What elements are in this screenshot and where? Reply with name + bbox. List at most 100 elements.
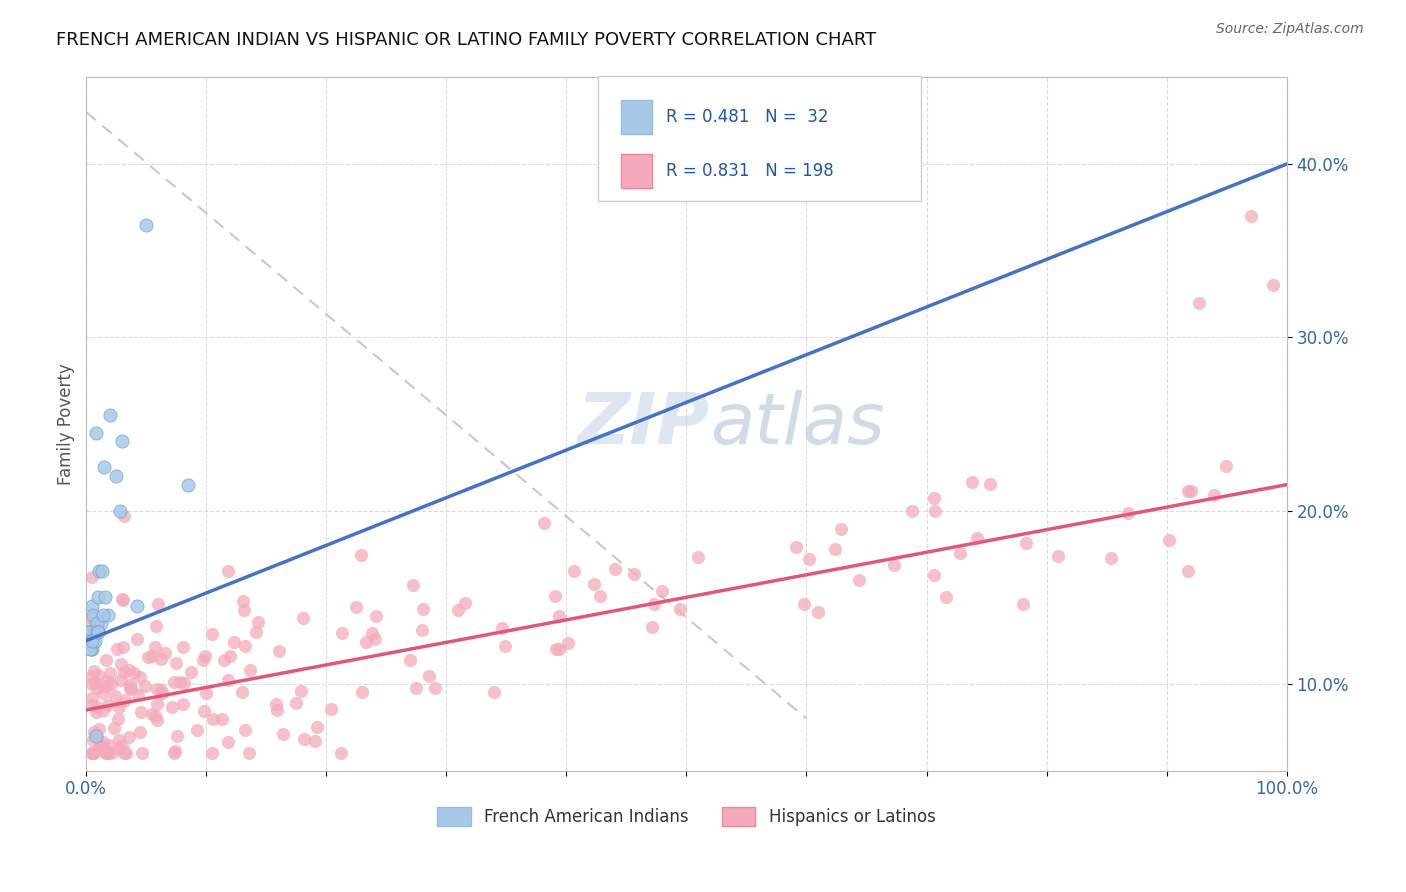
Point [354,635,377,649]
Point [1204,487,1226,501]
Point [141,648,163,663]
Point [94,746,117,760]
Point [100,746,122,760]
Point [120,682,142,697]
Point [623,566,645,581]
Point [125,632,148,646]
Point [150,652,173,666]
Point [163,675,186,690]
Point [350,548,373,562]
Point [186,723,208,738]
Point [83,633,105,648]
Point [96,674,118,689]
Point [105,642,128,657]
Text: R = 0.831   N = 198: R = 0.831 N = 198 [666,161,834,179]
Point [979,477,1001,491]
Point [238,746,260,760]
Point [82,746,104,760]
Point [211,712,233,726]
Point [82,746,104,760]
Point [87,624,110,639]
Point [146,682,169,697]
Point [686,549,709,564]
Point [82,691,104,706]
Point [82,746,104,760]
Point [193,704,215,718]
Point [86,700,108,714]
Point [212,653,235,667]
Point [87,624,110,638]
Point [108,503,131,517]
Text: FRENCH AMERICAN INDIAN VS HISPANIC OR LATINO FAMILY POVERTY CORRELATION CHART: FRENCH AMERICAN INDIAN VS HISPANIC OR LA… [56,31,876,49]
Point [195,686,218,700]
Point [246,615,269,629]
Point [128,670,150,684]
Point [1118,506,1140,520]
Point [103,721,125,735]
Point [557,636,579,650]
Point [93,460,115,475]
Point [304,733,326,747]
Point [90,739,112,754]
Point [108,741,131,756]
Point [1239,209,1261,223]
Point [82,599,104,613]
Point [90,564,112,578]
Y-axis label: Family Poverty: Family Poverty [58,363,75,485]
Point [533,516,555,530]
Point [1215,458,1237,473]
Point [364,632,387,646]
Point [193,648,215,663]
Point [547,641,569,656]
Point [100,676,122,690]
Point [1099,550,1122,565]
Point [924,503,946,517]
Point [960,475,983,489]
Point [222,635,245,649]
Point [94,591,117,605]
Point [1180,483,1202,498]
Point [100,666,122,681]
Point [232,594,254,608]
Point [129,705,152,719]
Point [87,723,110,737]
Point [90,738,112,752]
Point [118,730,141,744]
Point [269,643,291,657]
Point [330,626,353,640]
Point [79,642,101,657]
Text: R = 0.481   N =  32: R = 0.481 N = 32 [666,109,830,127]
Point [217,564,239,578]
Point [330,746,353,760]
Point [180,665,202,679]
Point [418,669,440,683]
Point [110,657,132,671]
Point [589,589,612,603]
Point [83,725,105,739]
Point [494,640,516,654]
Point [233,723,256,737]
Point [266,702,288,716]
Point [966,531,988,545]
Point [111,739,134,753]
Point [86,616,108,631]
Point [402,578,425,592]
Point [150,686,173,700]
Point [84,425,107,440]
Point [218,648,240,663]
Point [305,720,328,734]
Point [547,608,569,623]
Legend: French American Indians, Hispanics or Latinos: French American Indians, Hispanics or La… [430,800,942,833]
Point [290,684,312,698]
Point [641,620,664,634]
Point [134,679,156,693]
Point [82,642,104,657]
Point [1187,295,1209,310]
Point [115,746,138,760]
Point [98,739,121,753]
Point [201,626,224,640]
Point [135,218,157,232]
Point [112,508,135,523]
Point [145,619,167,633]
Point [482,685,505,699]
